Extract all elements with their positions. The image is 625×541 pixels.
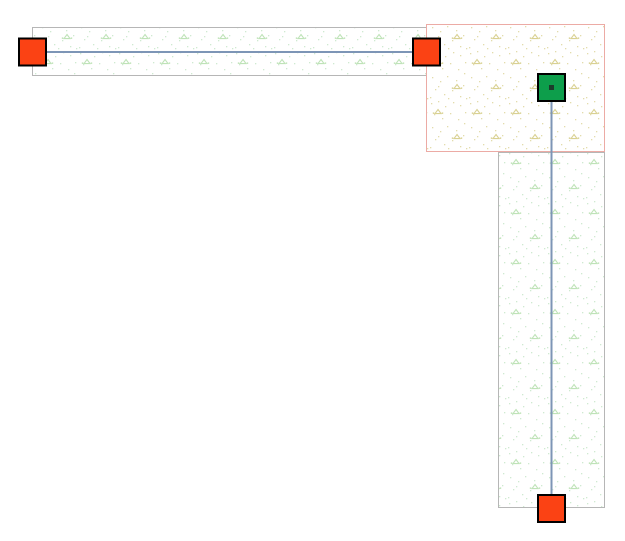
node-red-junction[interactable]: [412, 37, 441, 67]
node-center-dot: [549, 85, 554, 90]
junction-zone[interactable]: [425, 23, 606, 153]
node-red-south[interactable]: [537, 494, 566, 523]
node-red-west[interactable]: [18, 37, 47, 67]
node-green-selected[interactable]: [537, 73, 566, 102]
